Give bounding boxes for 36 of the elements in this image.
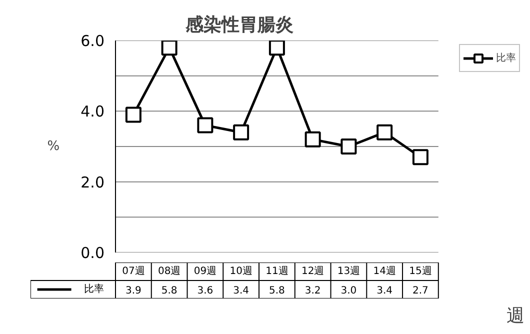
x-tick-label: 15週: [409, 266, 432, 277]
data-label: 3.0: [340, 286, 357, 296]
text: 2.0: [80, 173, 105, 192]
text: 6.0: [80, 32, 105, 50]
data-label: 3.6: [197, 286, 214, 296]
text: 比率: [84, 284, 104, 295]
data-label: 3.4: [376, 286, 393, 296]
x-tick-label: 07週: [122, 266, 145, 277]
chart-title: 感染性胃腸炎: [184, 14, 294, 36]
point: [412, 149, 428, 166]
point: [268, 40, 285, 56]
point: [340, 138, 357, 154]
point: [125, 106, 142, 123]
x-axis-title: 週: [506, 306, 524, 326]
y-axis-title: %: [47, 139, 60, 154]
data-label: 3.2: [304, 286, 321, 296]
x-tick-label: 08週: [158, 266, 181, 277]
x-tick-label: 10週: [230, 266, 252, 277]
data-label: 3.4: [233, 286, 250, 296]
x-tick-label: 13週: [337, 266, 360, 277]
x-tick-label: 14週: [373, 266, 396, 277]
text: 0.0: [80, 244, 105, 262]
x-tick-label: 11週: [266, 266, 288, 277]
x-tick-label: 12週: [301, 266, 324, 277]
point: [161, 40, 178, 56]
data-label: 2.7: [412, 286, 428, 296]
point: [304, 131, 321, 148]
x-tick-label: 09週: [194, 266, 217, 277]
legend-label: 比率: [496, 52, 516, 65]
point: [376, 124, 393, 140]
data-label: 3.9: [125, 286, 142, 296]
point: [233, 124, 250, 140]
data-label: 5.8: [161, 286, 178, 296]
text: 4.0: [80, 102, 105, 121]
data-label: 5.8: [268, 286, 285, 296]
point: [197, 117, 214, 134]
